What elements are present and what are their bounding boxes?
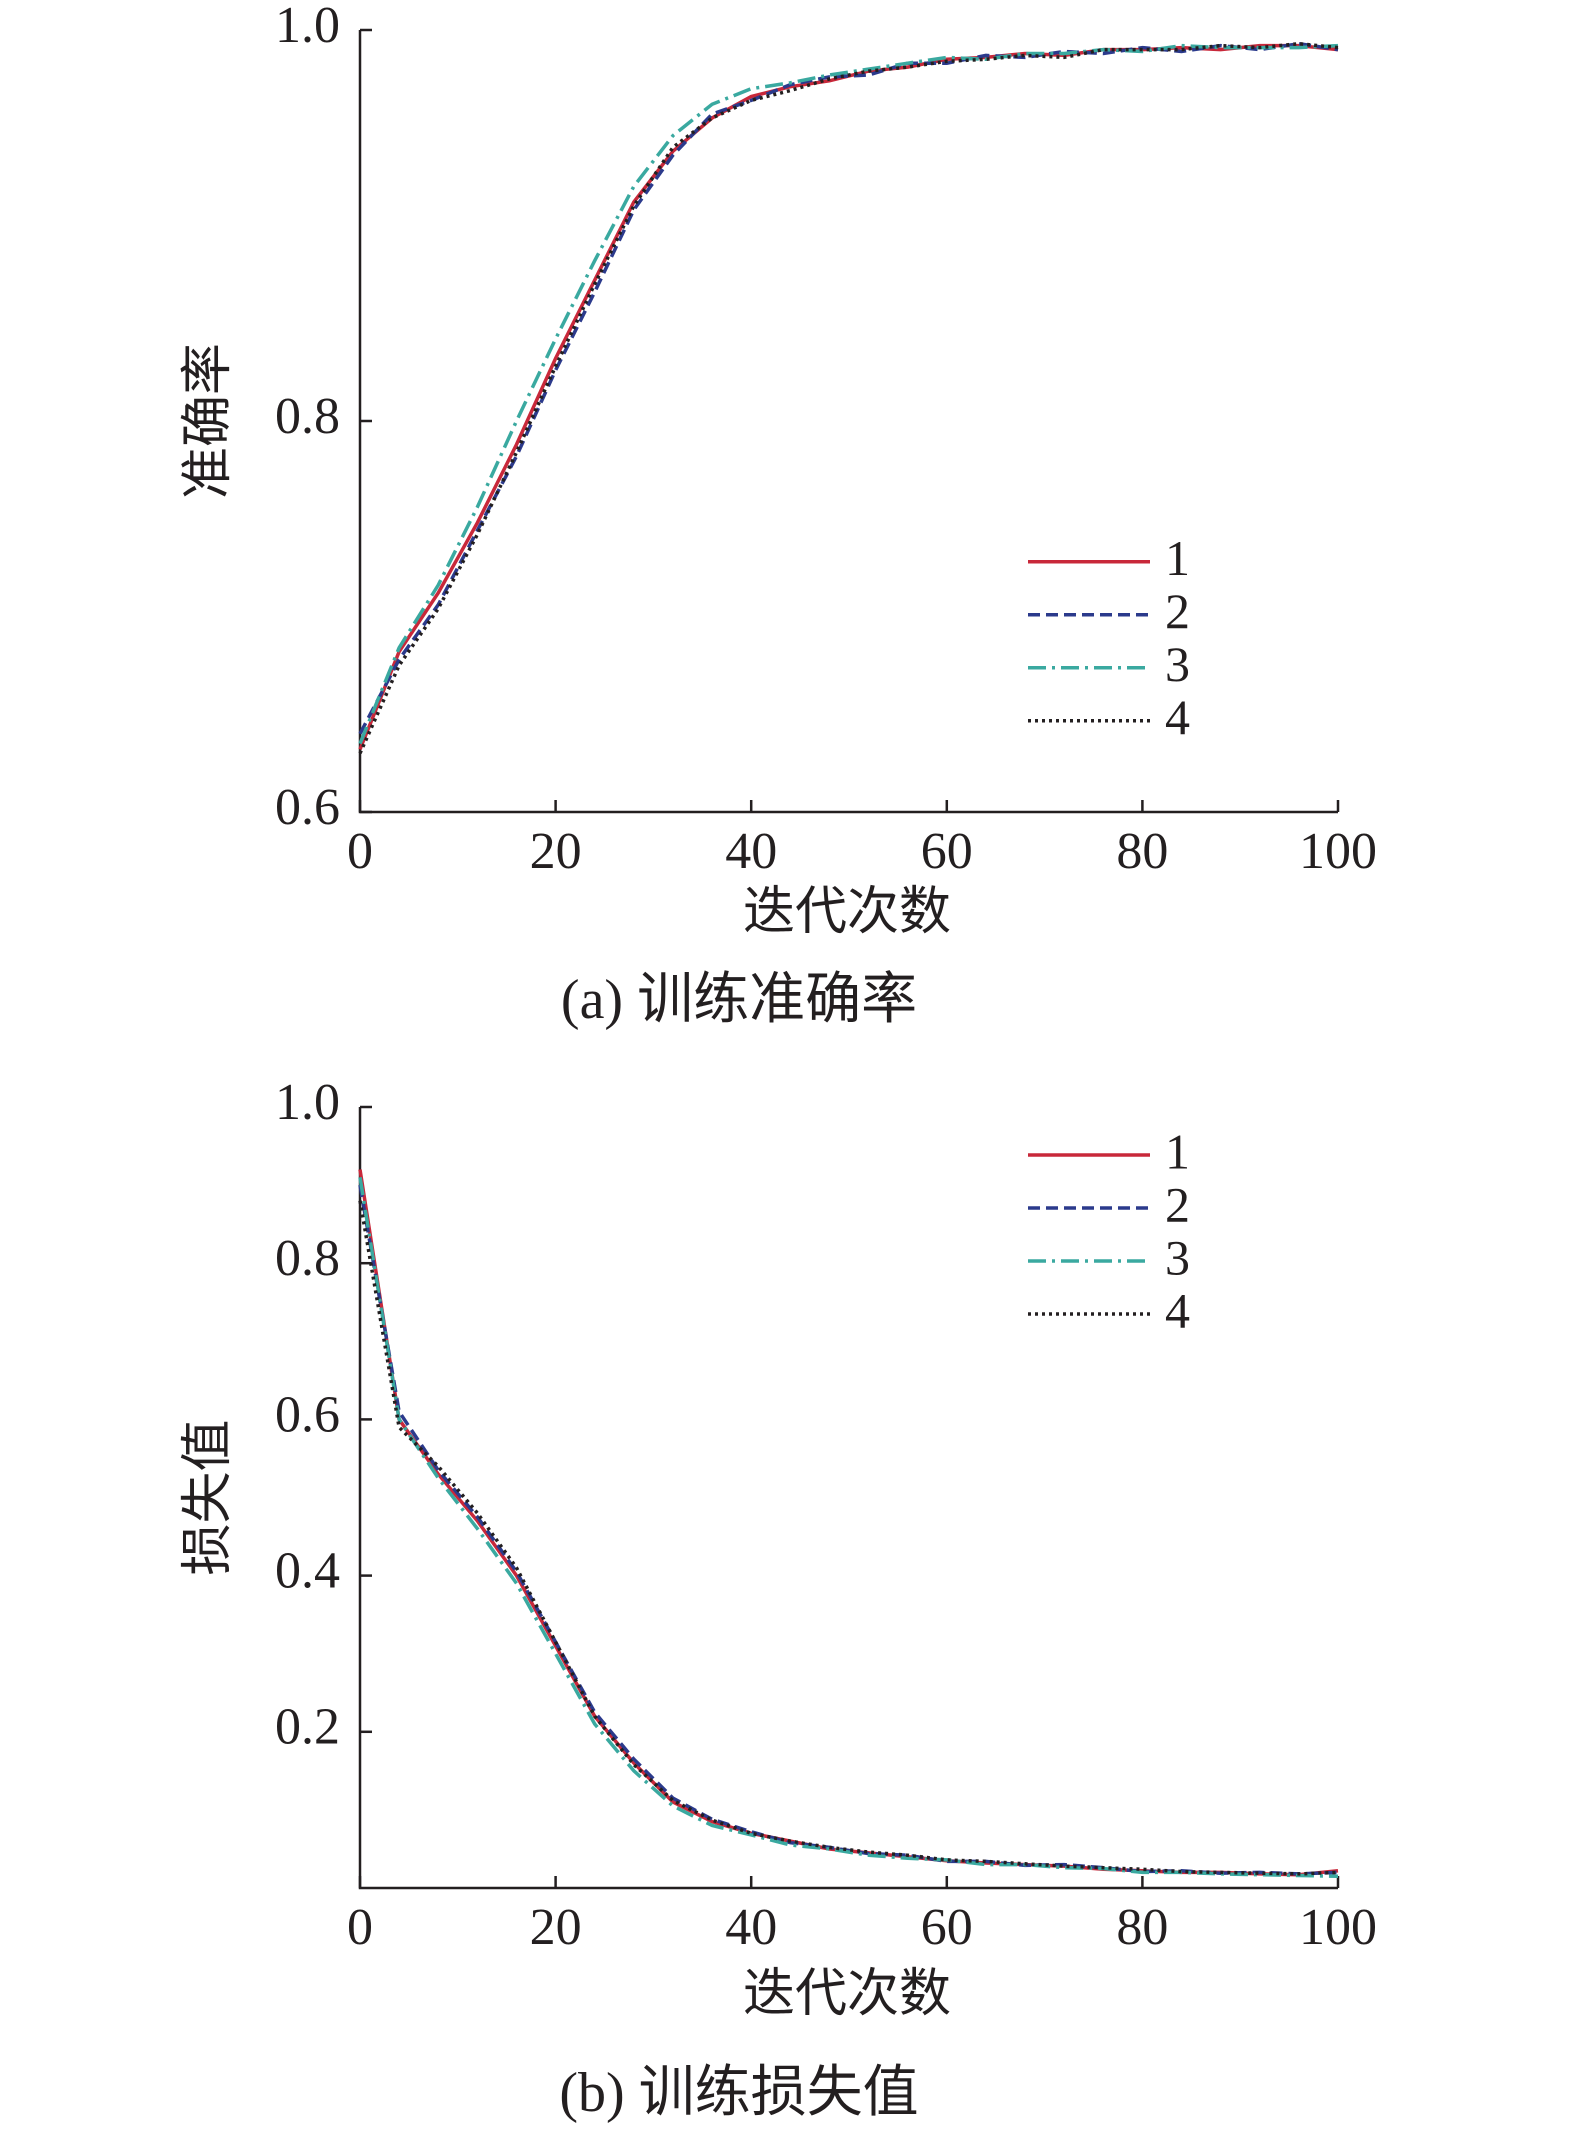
caption: (a) 训练准确率 <box>561 969 917 1031</box>
x-tick-label: 60 <box>921 1899 973 1956</box>
y-tick-label: 0.6 <box>275 779 340 836</box>
series-line <box>358 1177 1339 1879</box>
x-tick-label: 80 <box>1116 1899 1168 1956</box>
y-axis-label: 损失值 <box>180 1419 237 1575</box>
series-line <box>358 43 1339 745</box>
series-line <box>358 41 1339 755</box>
x-tick-label: 40 <box>725 823 777 880</box>
x-tick-label: 0 <box>347 1899 373 1956</box>
y-axis-label: 准确率 <box>180 343 237 499</box>
x-tick-label: 100 <box>1299 1899 1377 1956</box>
axis-line <box>358 1107 1338 1890</box>
legend-label: 3 <box>1165 636 1190 692</box>
legend-label: 3 <box>1165 1229 1190 1285</box>
legend-label: 4 <box>1165 1282 1190 1338</box>
x-tick-label: 0 <box>347 823 373 880</box>
x-tick-label: 80 <box>1116 823 1168 880</box>
x-tick-label: 20 <box>530 823 582 880</box>
legend-label: 4 <box>1165 689 1190 745</box>
caption: (b) 训练损失值 <box>559 2062 918 2124</box>
y-tick-label: 1.0 <box>275 1074 340 1131</box>
y-tick-label: 0.4 <box>275 1543 340 1600</box>
series-line <box>358 1200 1339 1876</box>
y-tick-label: 0.2 <box>275 1699 340 1756</box>
x-tick-label: 100 <box>1299 823 1377 880</box>
series-line <box>358 43 1339 751</box>
x-tick-label: 20 <box>530 1899 582 1956</box>
series-line <box>358 41 1339 735</box>
series-line <box>358 1169 1339 1877</box>
y-tick-label: 1.0 <box>275 0 340 54</box>
y-tick-label: 0.8 <box>275 388 340 445</box>
y-tick-label: 0.6 <box>275 1386 340 1443</box>
x-axis-label: 迭代次数 <box>743 1966 951 2023</box>
legend-label: 1 <box>1165 1123 1190 1179</box>
y-tick-label: 0.8 <box>275 1230 340 1287</box>
x-axis-label: 迭代次数 <box>743 884 951 941</box>
series-line <box>358 1184 1339 1876</box>
legend-label: 2 <box>1165 1176 1190 1232</box>
axis-line <box>358 30 1338 814</box>
legend-label: 2 <box>1165 583 1190 639</box>
x-tick-label: 60 <box>921 823 973 880</box>
x-tick-label: 40 <box>725 1899 777 1956</box>
legend-label: 1 <box>1165 530 1190 586</box>
